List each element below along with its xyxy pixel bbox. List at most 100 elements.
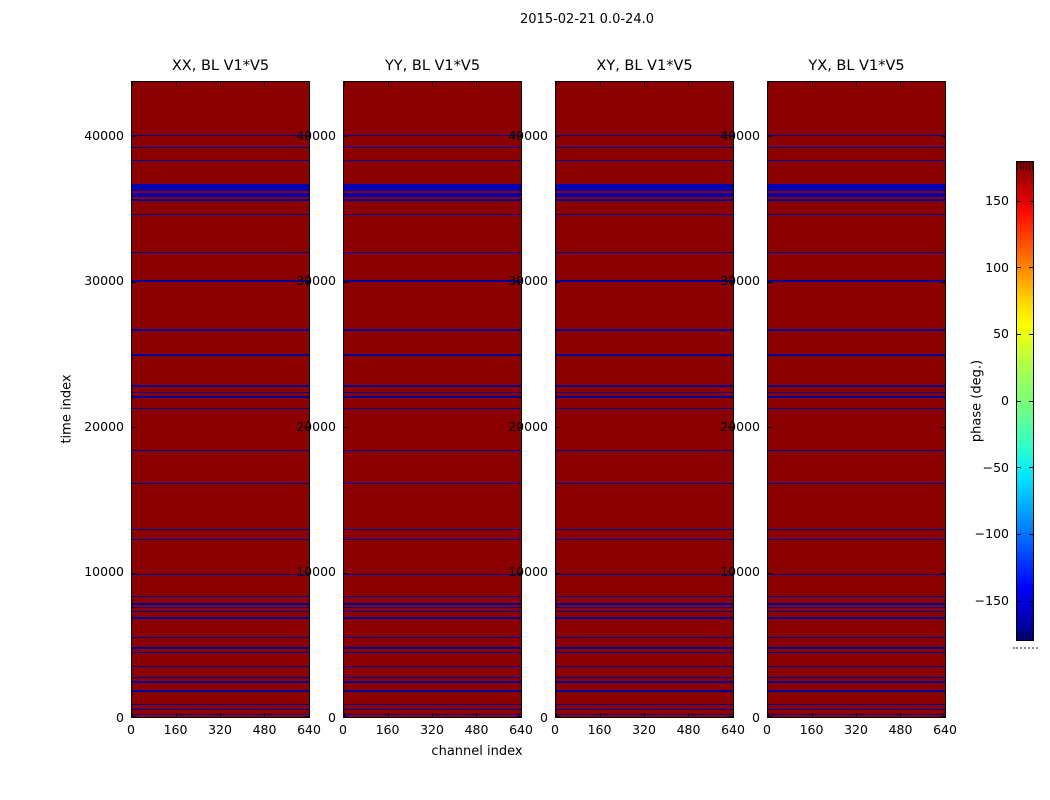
phase-stripe [556,385,733,387]
y-tick-label: 10000 [720,564,760,580]
y-tick [729,136,733,138]
x-tick-label: 0 [551,722,559,737]
x-tick [432,713,433,717]
phase-stripe [132,573,309,576]
colorbar-tick [1016,333,1021,335]
y-tick [556,281,560,283]
y-tick [556,136,560,138]
phase-stripe [344,482,521,485]
x-tick [175,713,177,717]
x-tick [732,82,733,86]
phase-stripe [132,665,309,668]
phase-stripe [132,213,309,216]
phase-stripe [132,396,309,398]
colorbar-tick-label: −150 [974,593,1009,608]
y-tick [305,427,309,429]
phase-stripe [132,183,309,191]
x-tick [476,713,478,717]
phase-stripe [344,396,521,398]
panel-title-yx: YX, BL V1*V5 [808,58,905,74]
phase-stripe [768,159,945,162]
x-tick [308,713,309,717]
phase-stripe [556,159,733,162]
colorbar-underline [1013,647,1038,649]
x-axis-label: channel index [431,744,523,759]
phase-stripe [556,681,733,683]
x-tick [811,713,813,717]
phase-stripe [132,708,309,711]
phase-stripe [344,199,521,201]
phase-stripe [556,391,733,394]
x-tick-label: 640 [721,722,745,737]
phase-stripe [132,159,309,162]
colorbar-tick [1029,200,1034,202]
y-tick [768,427,772,429]
y-tick [305,136,309,138]
phase-stripe [132,617,309,619]
x-tick [944,713,945,717]
y-tick-label: 20000 [720,418,760,434]
phase-stripe [768,199,945,201]
colorbar-tick [1029,533,1034,535]
x-tick [768,82,769,86]
x-tick [476,82,478,86]
x-tick [520,82,521,86]
y-tick-label: 30000 [508,273,548,289]
y-tick [132,427,136,429]
y-tick-label: 20000 [508,418,548,434]
x-tick-label: 0 [339,722,347,737]
x-tick [944,82,945,86]
phase-stripe [556,617,733,619]
y-tick [305,572,309,574]
colorbar-tick [1016,400,1021,402]
phase-stripe [344,617,521,619]
phase-stripe [768,617,945,619]
phase-stripe [556,573,733,576]
x-tick [688,82,690,86]
y-tick-label: 40000 [296,127,336,143]
phase-stripe [768,213,945,216]
y-tick-label: 30000 [296,273,336,289]
phase-stripe [768,606,945,609]
phase-stripe [344,385,521,387]
x-tick [811,82,813,86]
phase-stripe [556,354,733,356]
x-tick [856,82,857,86]
phase-stripe [556,199,733,201]
phase-stripe [132,449,309,452]
phase-stripe [768,610,945,613]
phase-stripe [556,595,733,598]
panel-title-yy: YY, BL V1*V5 [384,58,481,74]
phase-stripe [132,528,309,531]
colorbar-tick-label: 50 [993,326,1009,342]
y-tick [768,136,772,138]
phase-stripe [768,595,945,598]
phase-stripe [132,606,309,609]
phase-stripe [344,407,521,410]
phase-stripe [768,573,945,576]
y-tick-label: 40000 [508,127,548,143]
phase-stripe [556,676,733,679]
phase-stripe [132,651,309,654]
colorbar-tick [1016,600,1021,602]
phase-stripe [344,251,521,254]
phase-stripe [132,676,309,679]
phase-stripe [344,603,521,605]
y-tick [729,716,733,717]
phase-stripe [556,280,733,282]
y-tick [344,716,348,717]
panel-title-xx: XX, BL V1*V5 [171,58,270,74]
phase-stripe [556,329,733,331]
x-tick [599,713,601,717]
phase-stripe [132,385,309,387]
phase-stripe [344,690,521,692]
colorbar-tick-label: −100 [974,526,1009,542]
phase-stripe [768,647,945,649]
y-tick [556,572,560,574]
phase-stripe [344,703,521,706]
phase-stripe [768,676,945,679]
y-tick [132,136,136,138]
phase-stripe [768,193,945,197]
x-tick [856,713,857,717]
